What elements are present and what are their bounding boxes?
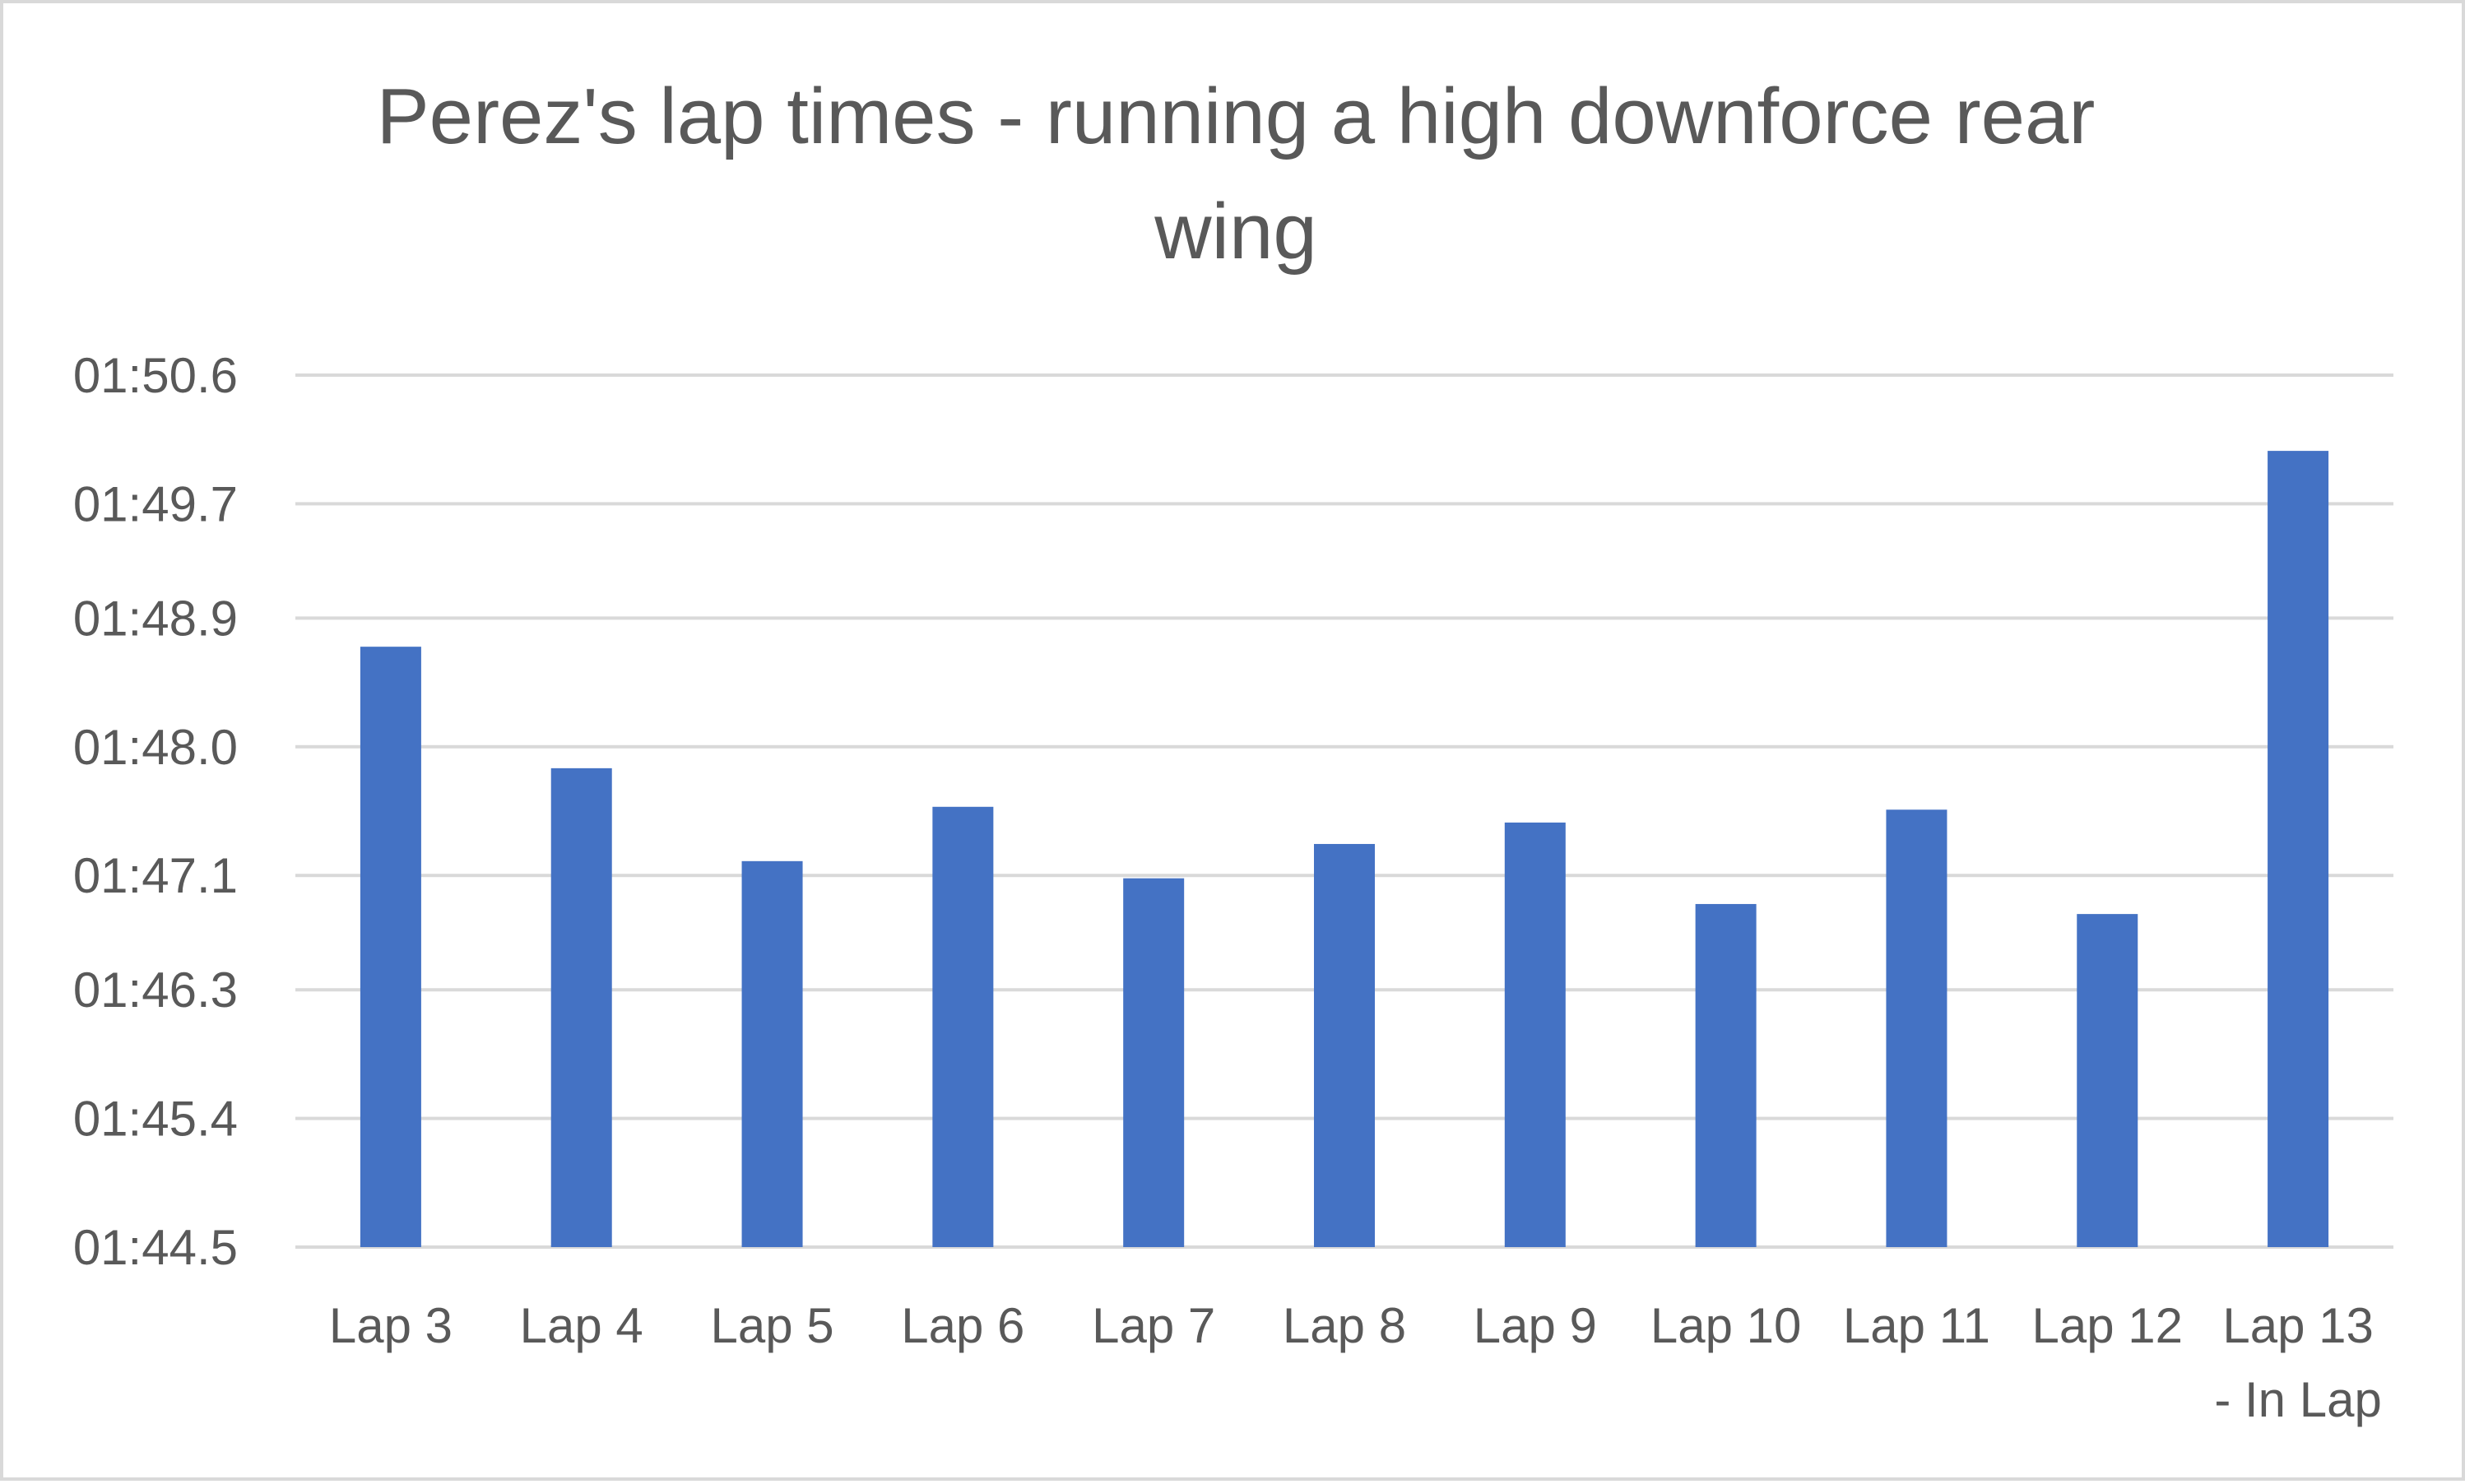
y-tick-label: 01:44.5	[73, 1220, 238, 1275]
y-axis-tick-labels: 01:44.5 01:45.4 01:46.3 01:47.1 01:48.0 01:48…	[73, 348, 238, 1275]
x-category-label: Lap 13	[2222, 1298, 2374, 1353]
x-category-label: Lap 7	[1092, 1298, 1215, 1353]
x-category-label: Lap 11	[1843, 1298, 1990, 1353]
y-tick-label: 01:47.1	[73, 848, 238, 903]
x-category-label: - In Lap	[2214, 1372, 2381, 1427]
bar	[741, 860, 803, 1247]
x-category-label: Lap 3	[329, 1298, 453, 1353]
x-category-label: Lap 12	[2032, 1298, 2184, 1353]
x-category-label: Lap 5	[710, 1298, 833, 1353]
x-category-label: Lap 4	[520, 1298, 643, 1353]
bar	[360, 647, 421, 1247]
chart-title: Perez's lap times - running a high downf…	[377, 72, 2096, 276]
y-tick-label: 01:48.9	[73, 591, 238, 646]
y-tick-label: 01:48.0	[73, 720, 238, 775]
y-tick-label: 01:49.7	[73, 476, 238, 531]
y-tick-label: 01:50.6	[73, 348, 238, 403]
x-axis-category-labels: Lap 3 Lap 4 Lap 5 Lap 6 Lap 7 Lap 8 Lap 9 Lap 1…	[329, 1298, 2382, 1427]
x-category-label: Lap 10	[1650, 1298, 1802, 1353]
bar	[1886, 809, 1947, 1247]
chart-title-line: Perez's lap times - running a high downf…	[377, 72, 2096, 160]
y-tick-label: 01:45.4	[73, 1092, 238, 1147]
bar	[1314, 843, 1375, 1247]
chart-title-line: wing	[1154, 188, 1316, 276]
bar	[2268, 451, 2329, 1247]
bar-chart: Perez's lap times - running a high downf…	[73, 72, 2393, 1427]
y-tick-label: 01:46.3	[73, 962, 238, 1018]
x-category-label: Lap 8	[1283, 1298, 1406, 1353]
bar	[1695, 903, 1757, 1247]
bar	[932, 806, 994, 1247]
bars	[360, 451, 2329, 1247]
bar	[1504, 822, 1566, 1247]
bar	[550, 768, 612, 1247]
x-category-label: Lap 9	[1474, 1298, 1597, 1353]
x-category-label: Lap 6	[901, 1298, 1024, 1353]
bar	[2077, 914, 2138, 1247]
bar	[1123, 878, 1185, 1247]
